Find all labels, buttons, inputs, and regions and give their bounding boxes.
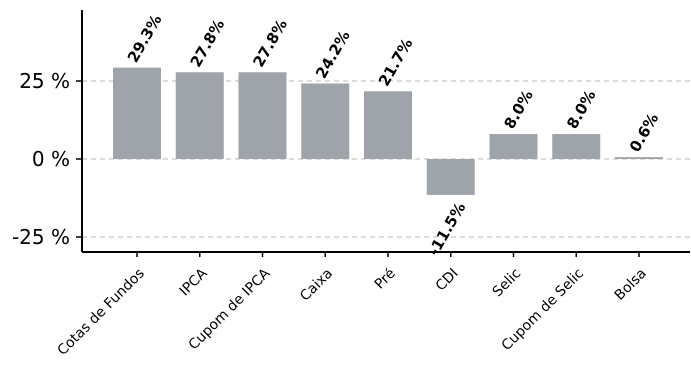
x-tick-label: IPCA — [177, 265, 211, 299]
value-label: 27.8% — [249, 16, 291, 70]
axes — [76, 10, 690, 257]
value-label: 8.0% — [500, 87, 536, 132]
x-tick-label: Pré — [372, 266, 399, 293]
bar — [238, 72, 287, 159]
x-tick-label: CDI — [433, 266, 462, 295]
x-tick-label: Cotas de Fundos — [55, 266, 148, 359]
y-tick-label: 25 % — [19, 69, 70, 93]
y-tick-label: 0 % — [32, 147, 70, 171]
bar — [364, 91, 412, 159]
x-tick-label: Bolsa — [612, 266, 650, 304]
bar — [175, 72, 224, 159]
value-label: 27.8% — [187, 16, 229, 70]
value-label: 24.2% — [312, 27, 354, 81]
bar — [113, 67, 161, 159]
bar — [552, 134, 601, 159]
bar — [426, 159, 475, 195]
y-tick-labels: -25 % 0 % 25 % — [12, 69, 70, 249]
value-label: -11.5% — [425, 199, 470, 258]
bars — [113, 67, 663, 195]
bar — [615, 157, 663, 159]
value-label: 8.0% — [563, 87, 599, 132]
bar — [301, 83, 350, 159]
bar — [489, 134, 538, 159]
y-tick-label: -25 % — [12, 225, 70, 249]
value-label: 29.3% — [124, 12, 166, 66]
x-tick-label: Caixa — [297, 266, 336, 305]
value-label: 0.6% — [626, 110, 662, 155]
x-tick-label: Selic — [490, 266, 525, 301]
